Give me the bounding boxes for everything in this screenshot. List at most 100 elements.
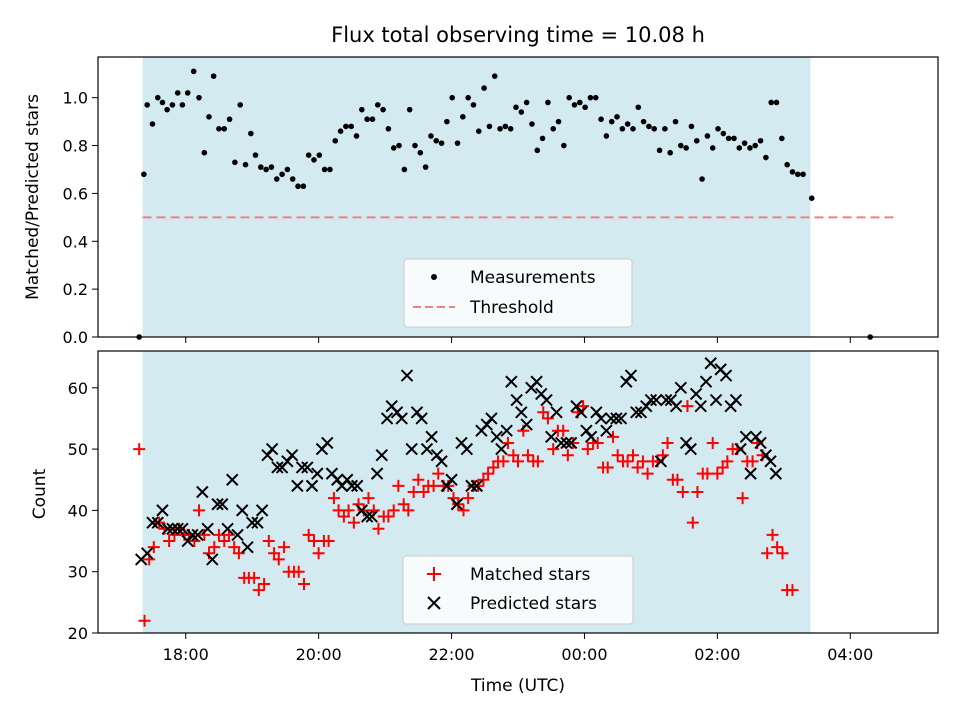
measurement-point	[566, 94, 572, 101]
predicted-star-point	[331, 473, 344, 486]
matched-star-point	[601, 461, 614, 474]
predicted-star-point	[739, 430, 753, 444]
measurement-point	[550, 125, 557, 132]
bottom-panel: 20 30 40 50 60 18:00 20:00 22:00 00:00 02:00 04:0…	[30, 350, 939, 696]
predicted-star-point	[370, 467, 384, 480]
matched-star-point	[512, 455, 524, 468]
predicted-star-point	[201, 522, 214, 535]
y-tick-label: 0.4	[63, 232, 88, 251]
matched-star-point	[327, 492, 340, 505]
predicted-star-point	[545, 430, 558, 444]
measurement-point	[619, 125, 626, 132]
measurement-point	[608, 118, 615, 125]
measurement-point	[401, 166, 408, 173]
measurement-point	[741, 140, 748, 146]
matched-star-point	[761, 547, 774, 560]
matched-star-point	[397, 498, 410, 511]
matched-star-point	[746, 455, 759, 468]
predicted-star-point	[291, 479, 304, 493]
measurement-point	[141, 171, 147, 178]
measurement-point	[587, 94, 594, 101]
predicted-star-point	[410, 406, 424, 419]
matched-star-point	[228, 541, 241, 554]
measurement-point	[417, 149, 424, 156]
matched-star-point	[268, 547, 281, 560]
measurement-point	[545, 99, 551, 106]
matched-star-point	[541, 412, 554, 425]
measurement-point	[364, 116, 370, 123]
predicted-star-point	[305, 479, 319, 493]
predicted-star-point	[465, 479, 478, 493]
measurement-point	[768, 99, 774, 106]
predicted-star-point	[241, 540, 254, 554]
predicted-star-point	[699, 375, 713, 388]
matched-star-point	[561, 449, 574, 462]
predicted-star-point	[630, 406, 643, 419]
predicted-star-point	[570, 399, 583, 413]
measurement-point	[268, 164, 275, 170]
predicted-star-point	[480, 418, 493, 431]
matched-star-point	[302, 528, 315, 541]
measurement-point	[635, 104, 642, 111]
measurement-point	[507, 125, 514, 132]
predicted-star-point	[400, 369, 414, 382]
predicted-star-point	[600, 424, 613, 437]
measurement-point	[332, 137, 339, 144]
predicted-star-point	[594, 412, 608, 425]
legend-plus-icon	[427, 567, 441, 581]
predicted-star-point	[265, 442, 279, 456]
y-tick-label: 0.8	[63, 137, 88, 156]
measurement-point	[428, 133, 434, 139]
predicted-star-point	[206, 553, 219, 566]
measurement-point	[662, 125, 668, 132]
predicted-star-point	[156, 504, 169, 517]
top-y-ticks: 0.0 0.2 0.4 0.6 0.8 1.0	[63, 89, 98, 347]
matched-star-point	[557, 424, 570, 437]
matched-star-point	[292, 565, 305, 578]
xlabel: Time (UTC)	[470, 676, 565, 696]
predicted-star-point	[321, 436, 334, 450]
measurement-point	[433, 137, 440, 144]
predicted-star-point	[365, 510, 379, 523]
measurement-point	[348, 123, 354, 130]
predicted-star-point	[460, 442, 474, 456]
matched-star-point	[581, 443, 594, 456]
predicted-star-point	[440, 479, 454, 493]
predicted-star-point	[226, 473, 239, 486]
measurement-point	[614, 114, 620, 120]
measurement-point	[412, 142, 418, 149]
measurement-point	[300, 183, 307, 190]
predicted-star-point	[420, 442, 434, 456]
matched-star-point	[567, 436, 580, 449]
predicted-star-point	[271, 461, 284, 474]
measurement-point	[757, 137, 764, 144]
predicted-star-point	[285, 449, 299, 462]
matched-star-point	[412, 473, 425, 486]
measurement-point	[444, 118, 450, 125]
measurement-point	[359, 106, 365, 113]
matched-star-point	[776, 547, 789, 560]
predicted-star-point	[390, 406, 404, 419]
measurement-point	[688, 123, 695, 130]
predicted-star-point	[640, 399, 653, 413]
predicted-star-point	[610, 412, 623, 425]
measurement-point	[534, 147, 541, 154]
measurement-point	[343, 123, 349, 130]
measurement-point	[800, 171, 806, 178]
matched-star-point	[272, 553, 285, 566]
predicted-star-point	[176, 522, 189, 535]
matched-star-point	[163, 535, 176, 548]
predicted-star-point	[490, 430, 503, 444]
measurement-point	[736, 145, 743, 151]
matched-star-point	[771, 541, 784, 554]
matched-star-point	[322, 535, 335, 548]
matched-star-point	[686, 516, 699, 529]
measurement-point	[656, 147, 663, 154]
predicted-star-point	[604, 412, 618, 425]
measurement-point	[704, 133, 711, 139]
matched-star-point	[507, 449, 520, 462]
measurement-point	[216, 125, 222, 132]
measurement-point	[808, 195, 815, 201]
predicted-star-point	[679, 436, 693, 450]
legend-label-threshold: Threshold	[469, 298, 554, 318]
